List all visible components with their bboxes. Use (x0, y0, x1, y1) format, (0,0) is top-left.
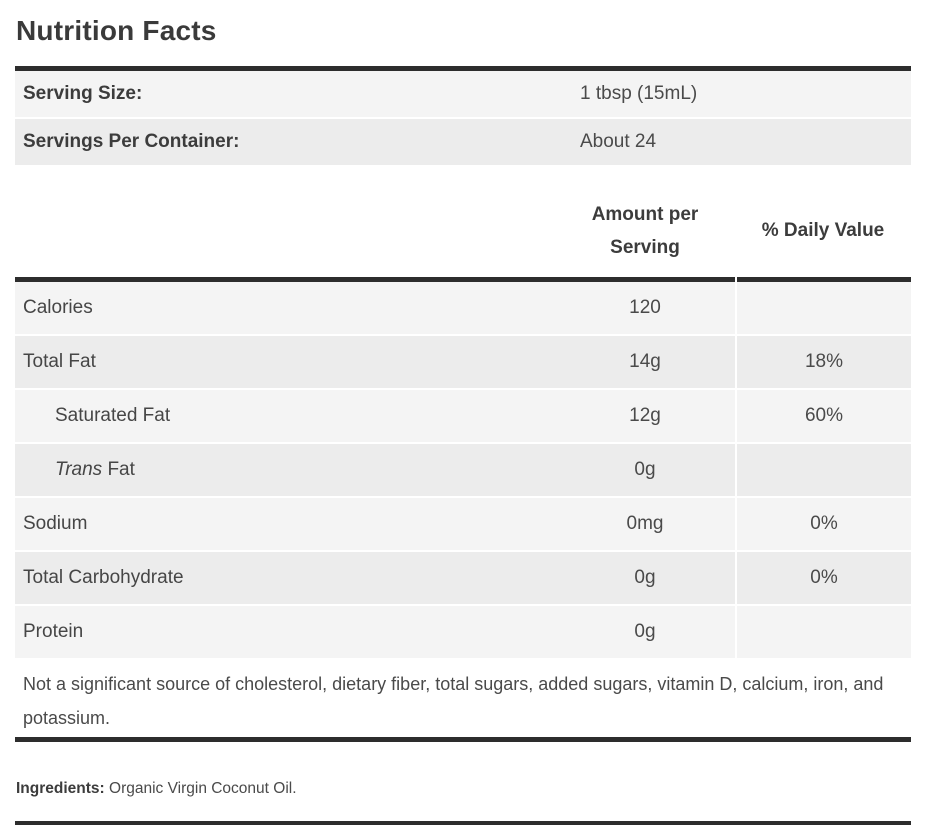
nutrient-label: Saturated Fat (55, 405, 171, 426)
nutrient-amount: 14g (629, 351, 661, 372)
table-row-saturated-fat: Saturated Fat 12g 60% (15, 390, 911, 442)
nutrient-amount: 12g (629, 405, 661, 426)
section-divider-cutoff (15, 821, 911, 825)
servings-per-container-value: About 24 (580, 131, 657, 152)
serving-size-row: Serving Size: 1 tbsp (15mL) (15, 71, 911, 117)
nutrient-label: Total Carbohydrate (23, 567, 184, 588)
serving-info-table: Serving Size: 1 tbsp (15mL) Servings Per… (15, 71, 911, 165)
footnote-text: Not a significant source of cholesterol,… (23, 674, 884, 728)
nutrient-amount: 0g (634, 567, 656, 588)
table-row-calories: Calories 120 (15, 282, 911, 334)
ingredients-value: Organic Virgin Coconut Oil. (104, 780, 297, 797)
nutrient-daily-value (735, 606, 911, 658)
ingredients-line: Ingredients: Organic Virgin Coconut Oil. (16, 778, 911, 799)
nutrient-table-header: Amount per Serving % Daily Value (15, 185, 911, 277)
nutrient-label: Calories (23, 297, 93, 318)
ingredients-label: Ingredients: (16, 780, 105, 797)
section-divider-top (15, 66, 911, 71)
nutrition-facts-panel: Nutrition Facts Serving Size: 1 tbsp (15… (0, 14, 926, 799)
table-row-trans-fat: Trans Fat 0g (15, 444, 911, 496)
table-row-total-fat: Total Fat 14g 18% (15, 336, 911, 388)
nutrient-daily-value: 60% (735, 390, 911, 442)
nutrient-label: Sodium (23, 513, 88, 534)
nutrient-daily-value: 18% (735, 336, 911, 388)
serving-size-value: 1 tbsp (15mL) (580, 83, 698, 104)
nutrient-table: Calories 120 Total Fat 14g 18% Saturated… (15, 282, 911, 658)
section-divider-header (15, 277, 911, 282)
trans-italic-text: Trans (55, 459, 103, 480)
daily-value-header: % Daily Value (761, 220, 885, 241)
nutrient-label: Protein (23, 621, 84, 642)
nutrient-label: Total Fat (23, 351, 96, 372)
section-divider-bottom (15, 737, 911, 742)
page-title: Nutrition Facts (16, 15, 217, 46)
nutrient-daily-value (735, 444, 911, 496)
nutrient-label: Trans Fat (55, 459, 135, 480)
nutrient-amount: 0g (634, 621, 656, 642)
servings-per-container-label: Servings Per Container: (23, 131, 240, 152)
nutrient-amount: 0g (634, 459, 656, 480)
nutrient-amount: 0mg (626, 513, 664, 534)
table-row-total-carbohydrate: Total Carbohydrate 0g 0% (15, 552, 911, 604)
nutrient-daily-value: 0% (735, 498, 911, 550)
serving-size-label: Serving Size: (23, 83, 143, 104)
table-row-protein: Protein 0g (15, 606, 911, 658)
servings-per-container-row: Servings Per Container: About 24 (15, 119, 911, 165)
table-row-sodium: Sodium 0mg 0% (15, 498, 911, 550)
nutrient-amount: 120 (629, 297, 661, 318)
amount-per-serving-header: Amount per Serving (591, 204, 699, 258)
nutrient-daily-value (735, 282, 911, 334)
nutrient-daily-value: 0% (735, 552, 911, 604)
